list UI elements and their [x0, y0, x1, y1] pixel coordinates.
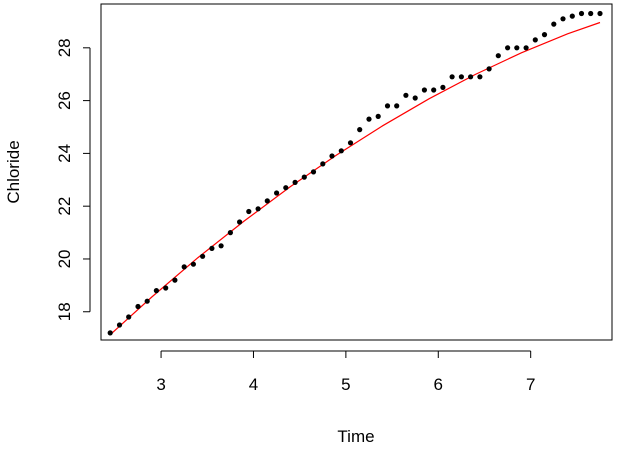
- data-point: [394, 103, 400, 109]
- x-axis: 3 4 5 6 7: [156, 350, 535, 394]
- x-tick-label: 6: [434, 375, 443, 394]
- data-point: [514, 45, 520, 51]
- data-point: [310, 169, 317, 175]
- fit-line: [109, 21, 601, 336]
- data-point: [569, 13, 575, 19]
- data-point: [116, 322, 123, 328]
- data-point: [301, 174, 307, 180]
- data-point: [163, 285, 169, 291]
- data-point: [357, 127, 363, 133]
- y-tick-label: 24: [55, 144, 74, 163]
- data-point: [320, 161, 326, 167]
- data-point: [227, 230, 233, 236]
- data-point: [153, 288, 159, 294]
- data-point: [477, 74, 483, 80]
- y-tick-label: 26: [55, 91, 74, 110]
- data-point: [375, 113, 381, 119]
- data-point: [255, 206, 261, 212]
- x-tick-label: 3: [156, 375, 165, 394]
- data-point: [495, 53, 501, 59]
- data-point: [578, 10, 585, 17]
- data-point: [449, 74, 455, 80]
- data-point: [523, 45, 529, 51]
- x-tick-label: 7: [526, 375, 535, 394]
- data-point: [347, 140, 354, 146]
- data-point: [135, 303, 141, 310]
- data-point: [283, 185, 289, 191]
- data-point: [412, 95, 418, 101]
- points-layer: [107, 10, 603, 336]
- data-point: [551, 21, 557, 27]
- data-point: [246, 208, 252, 215]
- data-point: [190, 261, 196, 267]
- data-point: [597, 10, 603, 17]
- data-point: [532, 37, 538, 43]
- y-tick-label: 28: [55, 38, 74, 57]
- data-point: [181, 264, 187, 270]
- data-point: [200, 253, 206, 259]
- plot-frame: [100, 3, 613, 341]
- data-point: [292, 179, 298, 185]
- data-point: [458, 74, 464, 80]
- data-point: [144, 298, 150, 304]
- y-tick-label: 18: [55, 302, 74, 321]
- data-point: [264, 198, 270, 204]
- data-point: [274, 190, 280, 196]
- data-point: [237, 219, 243, 225]
- fit-line-layer: [109, 21, 601, 336]
- y-axis: 18 20 22 24 26 28: [55, 38, 91, 321]
- x-axis-label: Time: [337, 427, 374, 446]
- x-tick-label: 4: [249, 375, 258, 394]
- data-point: [403, 92, 409, 98]
- data-point: [384, 103, 391, 109]
- data-point: [468, 74, 474, 80]
- data-point: [329, 153, 335, 159]
- y-tick-label: 20: [55, 250, 74, 269]
- data-point: [440, 84, 446, 90]
- plot-box: [100, 3, 613, 341]
- y-tick-label: 22: [55, 197, 74, 216]
- data-point: [588, 10, 594, 17]
- data-point: [107, 330, 113, 336]
- data-point: [541, 31, 548, 38]
- data-point: [218, 243, 224, 249]
- data-point: [338, 148, 344, 154]
- data-point: [126, 314, 132, 320]
- y-axis-label: Chloride: [4, 140, 23, 203]
- data-point: [505, 45, 511, 51]
- data-point: [366, 116, 372, 122]
- data-point: [431, 87, 437, 93]
- data-point: [421, 87, 427, 93]
- data-point: [486, 66, 492, 72]
- data-point: [209, 245, 215, 251]
- data-point: [172, 277, 178, 283]
- data-point: [560, 16, 566, 22]
- x-tick-label: 5: [341, 375, 350, 394]
